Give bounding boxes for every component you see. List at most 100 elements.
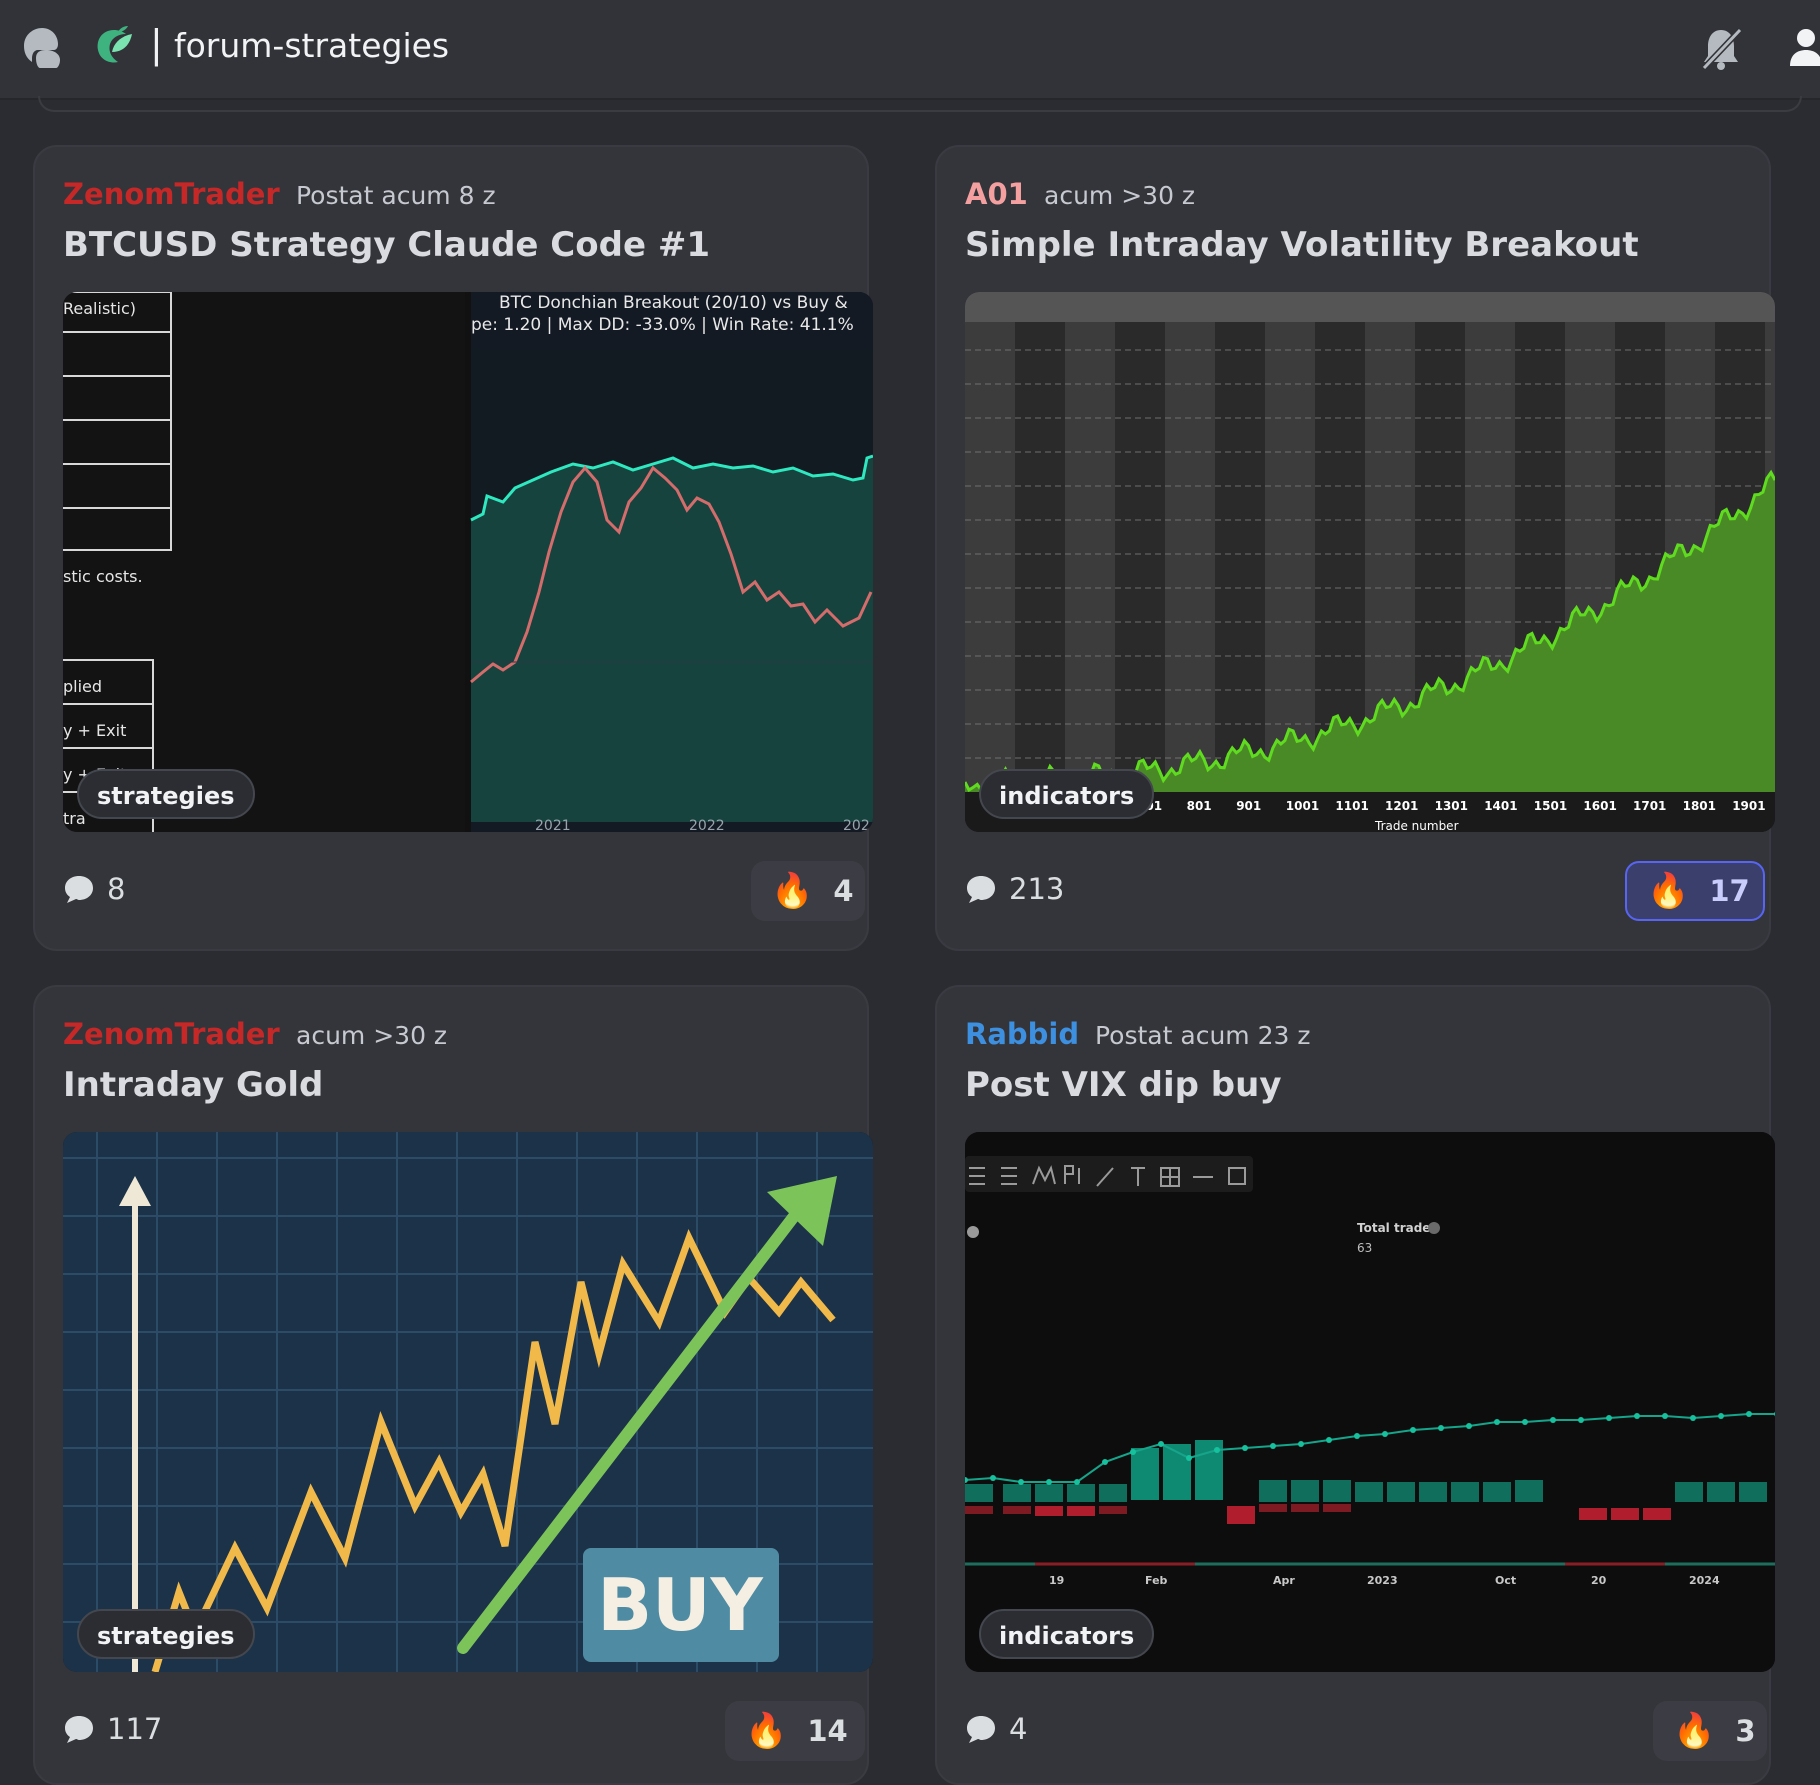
volume-bar [1451,1482,1479,1502]
equity-area [965,472,1775,792]
volume-bar [1707,1482,1735,1502]
volume-bar [1099,1506,1127,1514]
post-author[interactable]: ZenomTrader [63,177,280,211]
forum-post-card[interactable]: ZenomTrader acum >30 z Intraday Gold BUY… [33,985,873,1785]
fire-emoji-icon: 🔥 [1673,1711,1716,1751]
volume-bar [1419,1482,1447,1502]
reaction-button[interactable]: 🔥 3 [1653,1701,1767,1761]
data-point [1382,1431,1388,1437]
data-point [1718,1413,1724,1419]
buy-badge-text: BUY [597,1563,763,1647]
post-image[interactable]: 7018019011001110112011301140115011601170… [965,292,1775,832]
post-tag[interactable]: indicators [979,1609,1155,1659]
data-point [1774,1411,1775,1417]
comment-bubble-icon [65,1716,93,1743]
x-tick: 1901 [1732,799,1765,813]
comment-count-value: 4 [1009,1712,1028,1746]
terminal-line: stic costs. [63,567,143,586]
x-tick: 1401 [1484,799,1517,813]
volume-bar [1387,1482,1415,1502]
volume-bar [1355,1482,1383,1502]
x-tick: 1201 [1385,799,1418,813]
x-tick: 2023 [1367,1574,1398,1587]
stat-label: Total trades [1357,1221,1438,1235]
x-tick: 19 [1049,1574,1064,1587]
x-tick: 901 [1236,799,1261,813]
data-point [1522,1419,1528,1425]
x-tick: 1101 [1335,799,1368,813]
post-tag[interactable]: strategies [77,1609,255,1659]
forum-post-card[interactable]: A01 acum >30 z Simple Intraday Volatilit… [935,145,1775,951]
post-tag[interactable]: strategies [77,769,255,819]
volume-bar [1099,1484,1127,1502]
comment-count[interactable]: 8 [63,869,125,909]
reaction-button[interactable]: 🔥 4 [751,861,865,921]
volume-bar [965,1506,993,1514]
x-tick: 801 [1187,799,1212,813]
x-tick: 1301 [1435,799,1468,813]
post-image[interactable]: BUY [63,1132,873,1672]
terminal-line: plied [63,677,102,696]
data-point [1578,1417,1584,1423]
grid-band [1165,322,1215,792]
reaction-count: 4 [833,874,854,908]
volume-bar [1259,1504,1287,1512]
data-point [1690,1415,1696,1421]
data-point [1074,1479,1080,1485]
volume-bar [1323,1480,1351,1502]
post-time: acum >30 z [1044,181,1196,210]
post-tag[interactable]: indicators [979,769,1155,819]
post-image[interactable]: Total trades 63 19 Feb Apr 2023 Oct 20 2024 [965,1132,1775,1672]
comment-bubble-icon [967,1716,995,1743]
forum-post-card[interactable]: ZenomTrader Postat acum 8 z BTCUSD Strat… [33,145,873,951]
reaction-button[interactable]: 🔥 14 [725,1701,865,1761]
data-point [1130,1449,1136,1455]
comment-count[interactable]: 213 [965,869,1064,909]
post-time: Postat acum 23 z [1095,1021,1311,1050]
volume-bar [1291,1504,1319,1512]
post-title[interactable]: Post VIX dip buy [965,1065,1282,1105]
reaction-button[interactable]: 🔥 17 [1625,861,1765,921]
comment-count-value: 213 [1009,872,1065,906]
volume-bar [1131,1448,1159,1500]
comment-count-value: 8 [107,872,126,906]
forum-post-card[interactable]: Rabbid Postat acum 23 z Post VIX dip buy… [935,985,1775,1785]
reaction-count: 3 [1735,1714,1756,1748]
comment-count[interactable]: 4 [965,1709,1027,1749]
grid-band [1215,322,1265,792]
post-author[interactable]: A01 [965,177,1028,211]
stat-value: 63 [1357,1241,1372,1255]
post-author[interactable]: Rabbid [965,1017,1080,1051]
threads-icon[interactable] [20,26,66,70]
channel-header: | forum-strategies [0,0,1820,100]
data-point [1746,1411,1752,1417]
data-point [1550,1417,1556,1423]
comment-count[interactable]: 117 [63,1709,162,1749]
post-title[interactable]: BTCUSD Strategy Claude Code #1 [63,225,710,265]
volume-bar [1323,1504,1351,1512]
header-separator: | [150,22,163,66]
x-tick: Oct [1495,1574,1516,1587]
reaction-count: 14 [807,1714,848,1748]
chart-subtitle: pe: 1.20 | Max DD: -33.0% | Win Rate: 41… [471,315,854,335]
data-point [1466,1423,1472,1429]
terminal-line: y + Exit [63,721,126,740]
members-icon[interactable] [1788,26,1820,72]
post-title[interactable]: Simple Intraday Volatility Breakout [965,225,1639,265]
mute-bell-icon[interactable] [1698,26,1744,72]
post-image[interactable]: Realistic) stic costs. plied y + Exit y … [63,292,873,832]
grid-band [1315,322,1365,792]
data-point [1438,1425,1444,1431]
comment-bubble-icon [65,876,93,903]
grid-band [965,322,1015,792]
data-point [1270,1443,1276,1449]
x-tick: 2022 [689,818,725,832]
volume-bar [1035,1506,1063,1516]
post-title[interactable]: Intraday Gold [63,1065,324,1105]
fire-emoji-icon: 🔥 [771,871,814,911]
post-author[interactable]: ZenomTrader [63,1017,280,1051]
data-point [1634,1413,1640,1419]
volume-bar [1515,1480,1543,1502]
x-tick: Apr [1273,1574,1295,1587]
x-tick: 1601 [1583,799,1616,813]
